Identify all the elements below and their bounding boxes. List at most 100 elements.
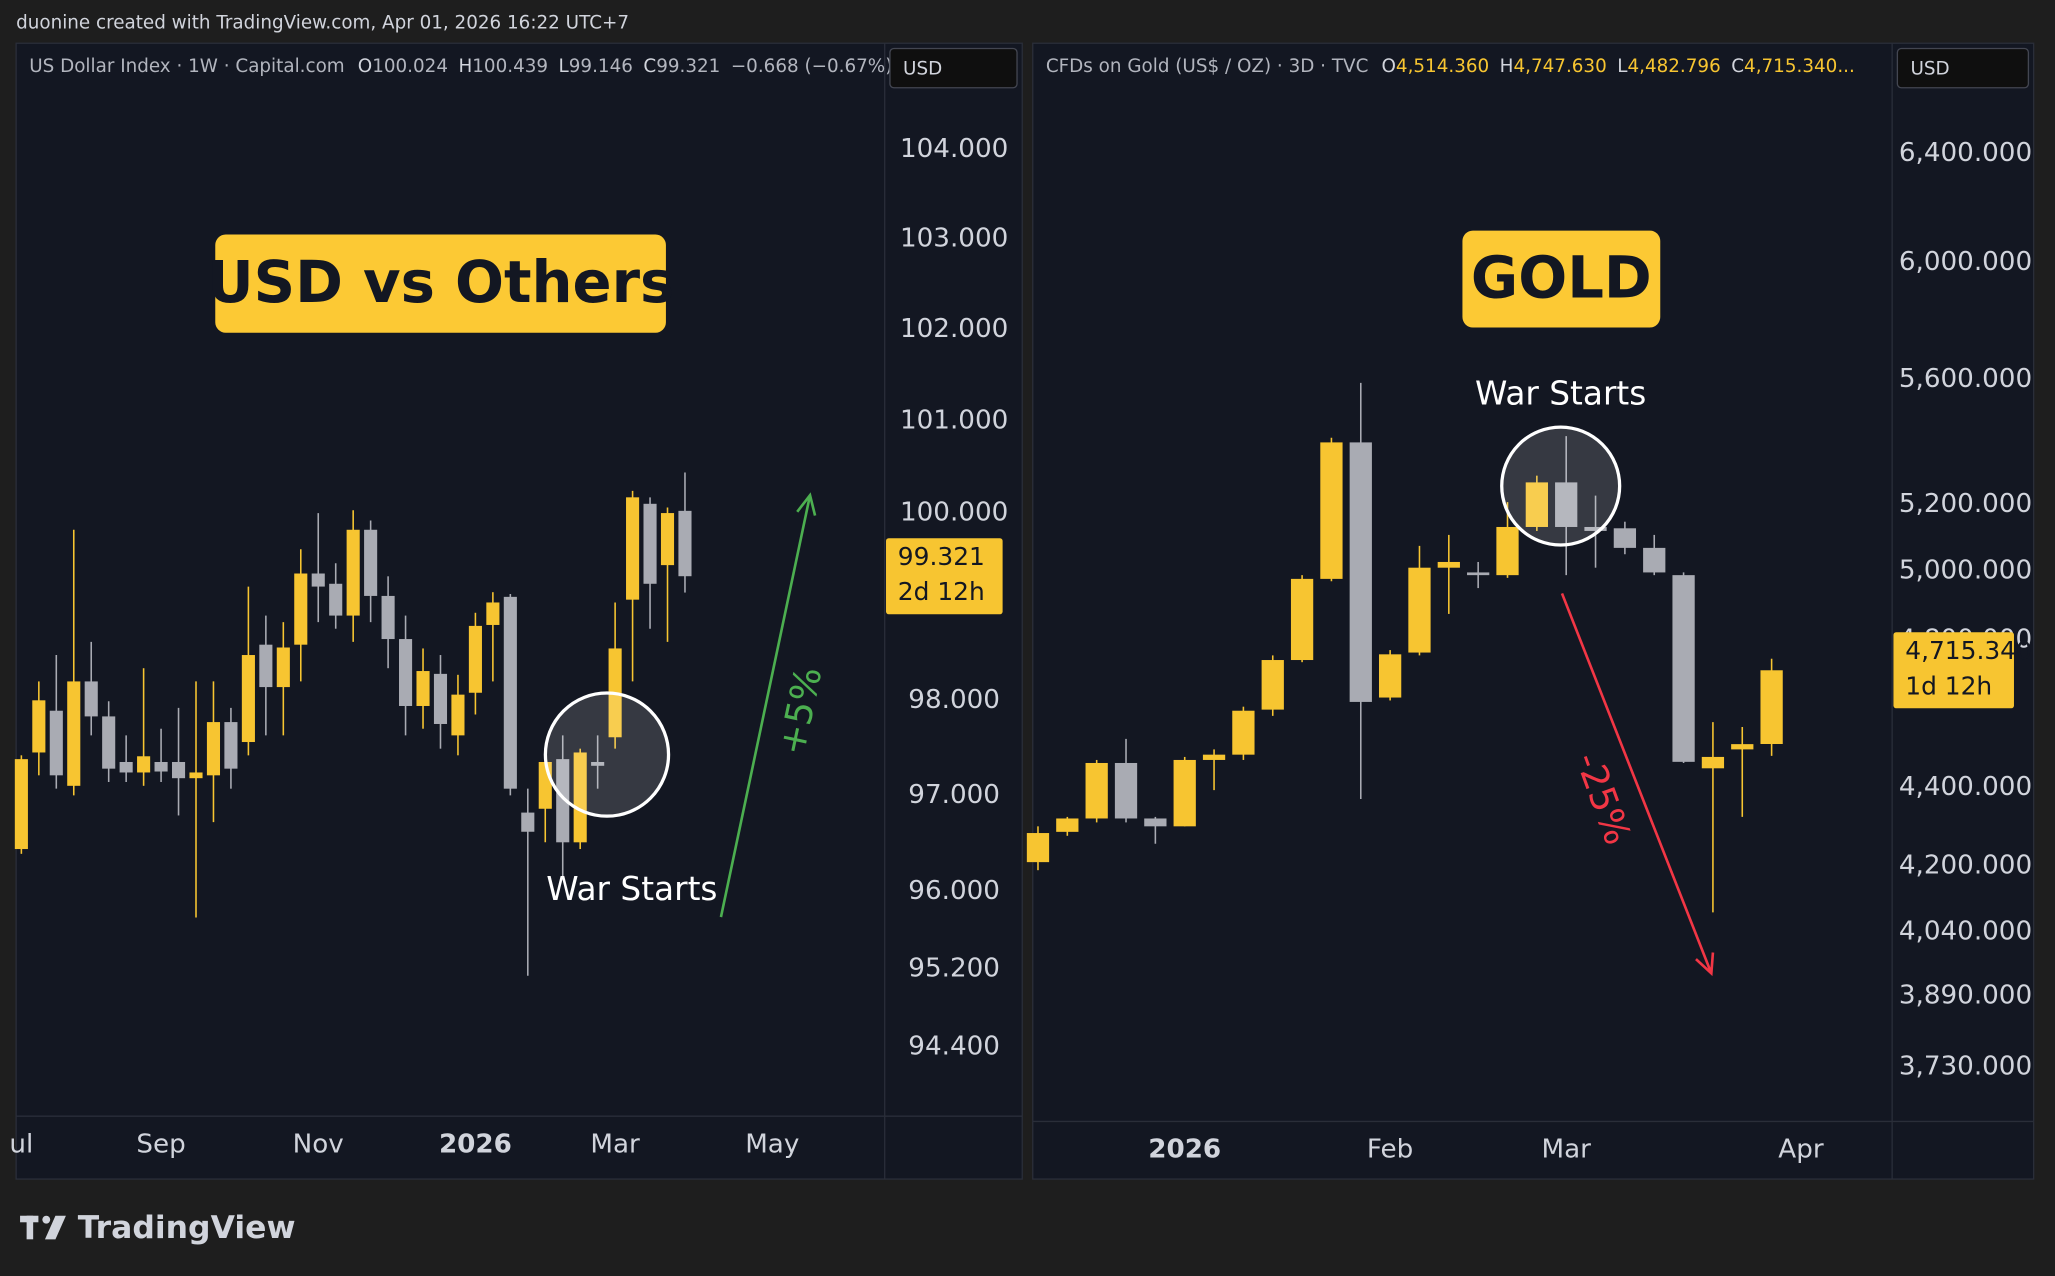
chart-title: GOLD (1471, 243, 1652, 311)
y-tick-label: 104.000 (900, 134, 1008, 164)
y-tick-label: 5,600.000 (1899, 364, 2032, 394)
candle-body (1408, 567, 1431, 653)
candle-body (626, 497, 640, 600)
x-tick-label: 2026 (439, 1129, 512, 1159)
candle-body (329, 583, 343, 616)
x-tick-label: Nov (293, 1129, 344, 1159)
annotation: War Starts (546, 870, 717, 908)
candle-body (1173, 759, 1196, 827)
candle-body (49, 710, 63, 776)
countdown: 1d 12h (1905, 671, 1992, 700)
y-tick-label: 4,400.000 (1899, 772, 2032, 802)
candle-body (1232, 710, 1255, 755)
y-tick-label: 6,000.000 (1899, 247, 2032, 277)
ohlc-value: 100.439 (472, 56, 548, 77)
candle-body (1349, 442, 1372, 702)
move-arrow (1560, 592, 1713, 974)
last-price: 99.321 (898, 542, 985, 571)
ohlc-value: 4,715.340... (1744, 56, 1855, 77)
candle-body (276, 647, 290, 688)
ohlc-value: 99.321 (656, 56, 720, 77)
ohlc-value: 100.024 (372, 56, 448, 77)
candle-body (1290, 578, 1314, 661)
ohlc-key: C (1731, 56, 1744, 77)
ohlc-value: 4,514.360 (1396, 56, 1489, 77)
candle-body (1320, 442, 1343, 579)
candle-body (1672, 575, 1695, 762)
y-tick-label: 100.000 (900, 498, 1008, 528)
candle-body (1701, 756, 1725, 769)
ohlc-value: 4,482.796 (1627, 56, 1720, 77)
candle-body (346, 529, 360, 616)
ohlc-value: 4,747.630 (1513, 56, 1606, 77)
candle-body (1643, 547, 1666, 573)
candle-body (171, 761, 186, 779)
y-tick-label: 4,200.000 (1899, 851, 2032, 881)
currency: USD (1910, 58, 1949, 79)
candle-body (1467, 572, 1490, 576)
y-tick-label: 95.200 (908, 953, 1000, 983)
candle-body (556, 759, 570, 843)
candle-body (468, 625, 482, 693)
candle-body (521, 812, 535, 832)
x-tick-label: Mar (1541, 1135, 1591, 1165)
ohlc-key: L (559, 56, 570, 77)
logo-icon (20, 1215, 66, 1240)
last-price-box (1893, 632, 2014, 709)
last-price: 4,715.340 (1905, 636, 2032, 665)
candle-body (224, 722, 238, 769)
y-tick-label: 3,730.000 (1899, 1052, 2032, 1082)
candle-body (119, 761, 133, 773)
candle-body (189, 772, 203, 779)
candle-body (14, 759, 28, 850)
candle-body (1584, 526, 1607, 531)
candle-body (294, 573, 308, 645)
symbol: US Dollar Index · 1W · Capital.com (29, 56, 344, 77)
candle-body (1026, 833, 1050, 863)
candle-body (660, 513, 675, 566)
candle-body (1760, 670, 1783, 744)
ohlc-key: O (358, 56, 372, 77)
candle-body (1437, 561, 1460, 568)
candle-body (573, 752, 587, 843)
highlight-circle (1500, 425, 1622, 547)
panel (1032, 42, 2035, 1180)
candle-body (1056, 818, 1079, 832)
y-tick-label: 96.000 (908, 876, 1000, 906)
x-tick-label: Apr (1778, 1135, 1824, 1165)
title-box (215, 234, 666, 333)
x-tick-label: May (745, 1129, 799, 1159)
y-tick-label: 5,000.000 (1899, 556, 2032, 586)
chart-title: USD vs Others (207, 248, 674, 316)
last-price-box (886, 538, 1003, 615)
candle-body (1555, 482, 1578, 527)
candle-body (416, 671, 430, 706)
candle-body (311, 573, 325, 587)
candle-body (643, 503, 657, 584)
y-tick-label: 3,890.000 (1899, 980, 2032, 1010)
chart-header: CFDs on Gold (US$ / OZ) · 3D · TVC O4,514… (1046, 56, 1855, 77)
attribution: duonine created with TradingView.com, Ap… (16, 13, 629, 34)
candle-body (591, 761, 605, 766)
candle-body (381, 595, 395, 640)
x-tick-label: Sep (136, 1129, 185, 1159)
candle-body (678, 510, 692, 577)
candle-body (1114, 762, 1138, 819)
ohlc-key: H (1500, 56, 1514, 77)
y-tick-label: 101.000 (900, 405, 1008, 435)
y-tick-label: 97.000 (908, 780, 1000, 810)
candle-body (32, 700, 46, 753)
candle-body (1202, 754, 1226, 760)
candle-body (1085, 762, 1108, 819)
y-tick-label: 102.000 (900, 314, 1008, 344)
currency-box (1896, 47, 2030, 89)
highlight-circle (543, 691, 671, 818)
candle-body (486, 602, 500, 625)
arrow-head (1695, 952, 1715, 977)
ohlc-value: 99.146 (569, 56, 633, 77)
ohlc-key: H (458, 56, 472, 77)
candle-body (206, 722, 221, 776)
candle-body (1525, 482, 1548, 527)
